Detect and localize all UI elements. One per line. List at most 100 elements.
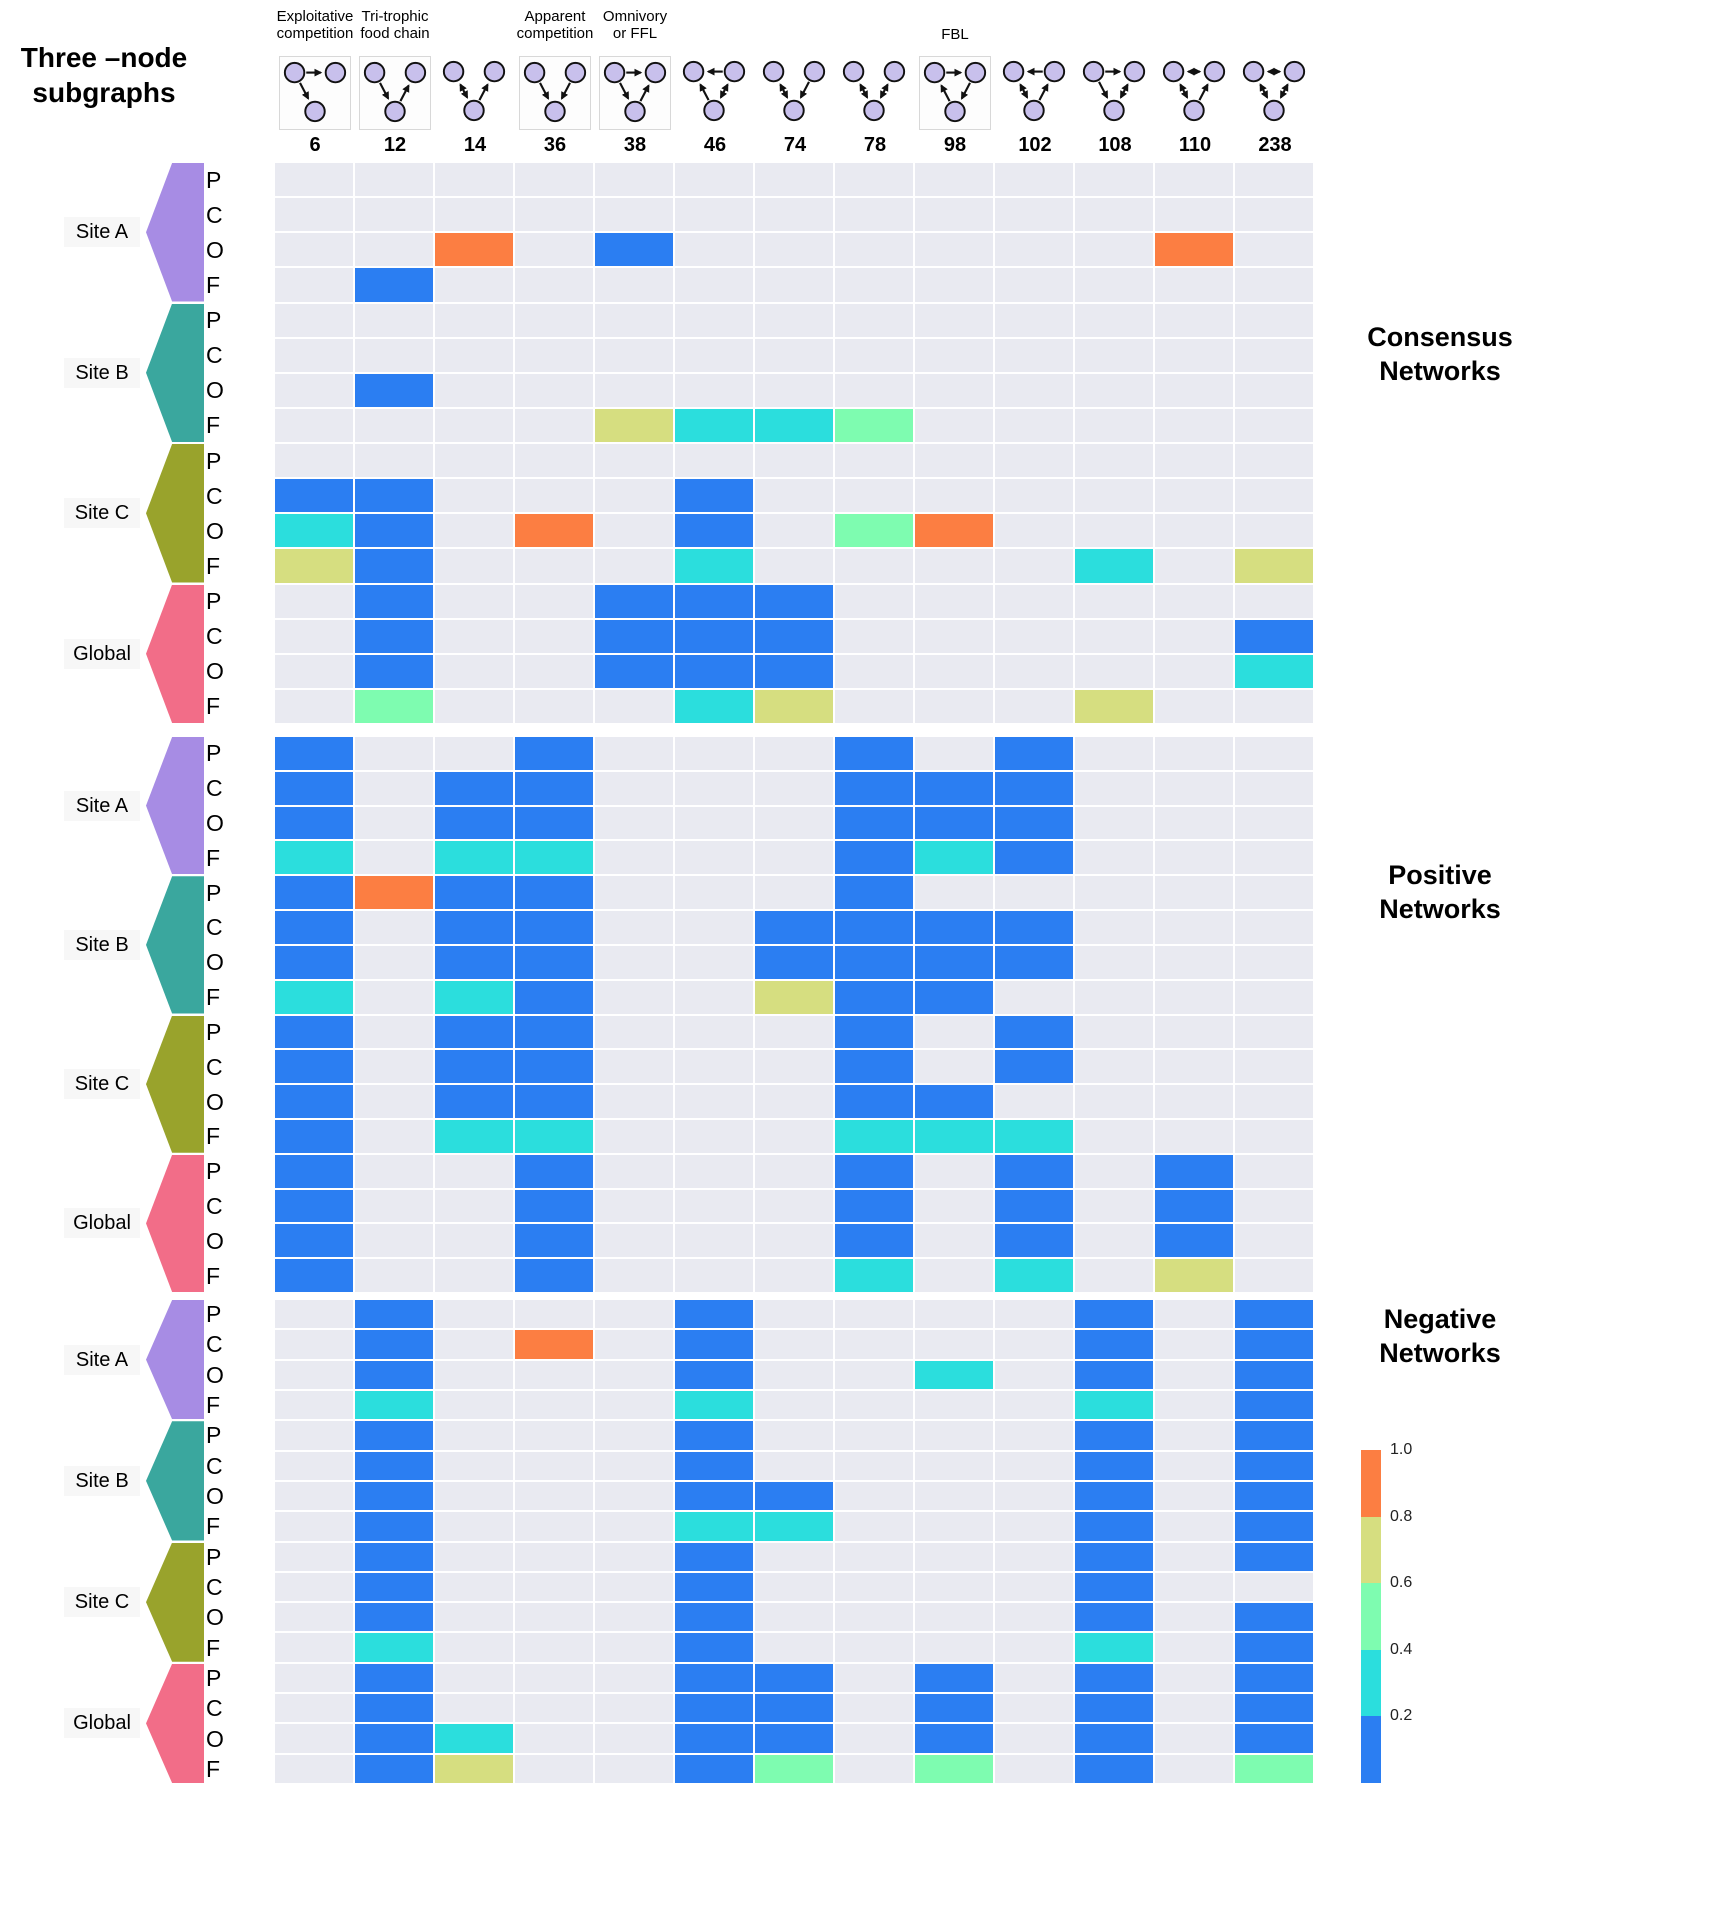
heatmap-cell <box>1155 584 1233 618</box>
heatmap-cell <box>675 1189 753 1223</box>
heatmap-cell <box>1075 1724 1153 1753</box>
heatmap-cell <box>755 980 833 1014</box>
heatmap-cell <box>595 514 673 548</box>
heatmap-cell <box>595 479 673 513</box>
heatmap-cell <box>915 1259 993 1292</box>
heatmap-cell <box>755 806 833 840</box>
column-header-12: 12 <box>383 134 407 156</box>
heatmap-cell <box>1075 1330 1153 1359</box>
heatmap-cell <box>355 1224 433 1258</box>
heatmap-cell <box>515 911 593 944</box>
heatmap-cell <box>1235 373 1313 407</box>
heatmap-cell <box>675 841 753 875</box>
heatmap-cell <box>915 1119 993 1153</box>
motif-108-icon <box>1079 56 1151 130</box>
heatmap-cell <box>1155 1451 1233 1480</box>
heatmap-cell <box>595 549 673 583</box>
heatmap-cell <box>435 841 513 875</box>
heatmap-cell <box>675 1224 753 1258</box>
site-label-site-a: Site A <box>64 790 140 821</box>
legend-segment <box>1361 1450 1381 1517</box>
heatmap-cell <box>275 303 353 337</box>
heatmap-cell <box>995 1421 1073 1450</box>
heatmap-cell <box>275 1224 353 1258</box>
heatmap-cell <box>1075 1603 1153 1632</box>
heatmap-cell <box>275 584 353 618</box>
heatmap-cell <box>275 1015 353 1049</box>
heatmap-cell <box>675 1300 753 1329</box>
site-label-site-a: Site A <box>64 217 140 248</box>
heatmap-cell <box>835 737 913 770</box>
heatmap-cell <box>995 1481 1073 1511</box>
heatmap-cell <box>595 1724 673 1753</box>
heatmap-cell <box>275 373 353 407</box>
column-header-102: 102 <box>1018 134 1052 156</box>
heatmap-cell <box>1075 980 1153 1014</box>
row-label-f: F <box>206 1262 221 1289</box>
heatmap-cell <box>995 1724 1073 1753</box>
heatmap-cell <box>1155 1154 1233 1188</box>
heatmap-cell <box>835 1663 913 1693</box>
row-label-c: C <box>206 1192 223 1219</box>
heatmap-cell <box>1075 1360 1153 1389</box>
heatmap-cell <box>755 1542 833 1571</box>
heatmap-cell <box>595 373 673 407</box>
site-label-site-a: Site A <box>64 1344 140 1375</box>
row-label-f: F <box>206 412 221 439</box>
heatmap-cell <box>435 268 513 302</box>
heatmap-cell <box>675 980 753 1014</box>
heatmap-cell <box>595 444 673 478</box>
heatmap-cell <box>755 1572 833 1602</box>
heatmap-cell <box>595 338 673 372</box>
legend-segment <box>1361 1716 1381 1783</box>
heatmap-cell <box>675 1754 753 1783</box>
row-label-f: F <box>206 693 221 720</box>
heatmap-cell <box>1075 198 1153 232</box>
row-label-p: P <box>206 1664 222 1691</box>
heatmap-cell <box>1235 841 1313 875</box>
heatmap-cell <box>275 338 353 372</box>
heatmap-cell <box>595 1572 673 1602</box>
consensus-heatmap <box>275 163 1313 723</box>
heatmap-cell <box>755 1421 833 1450</box>
heatmap-cell <box>595 584 673 618</box>
row-label-o: O <box>206 517 224 544</box>
motif-98-icon <box>919 56 991 130</box>
heatmap-cell <box>595 408 673 442</box>
heatmap-cell <box>995 945 1073 979</box>
heatmap-cell <box>1155 945 1233 979</box>
heatmap-cell <box>915 980 993 1014</box>
heatmap-cell <box>1155 1572 1233 1602</box>
heatmap-cell <box>275 980 353 1014</box>
heatmap-cell <box>675 1259 753 1292</box>
heatmap-cell <box>915 338 993 372</box>
heatmap-cell <box>595 163 673 197</box>
heatmap-cell <box>1075 408 1153 442</box>
heatmap-cell <box>435 1015 513 1049</box>
heatmap-cell <box>1155 1224 1233 1258</box>
heatmap-cell <box>675 1603 753 1632</box>
heatmap-cell <box>755 1603 833 1632</box>
heatmap-cell <box>275 1481 353 1511</box>
heatmap-cell <box>675 584 753 618</box>
heatmap-cell <box>755 303 833 337</box>
heatmap-cell <box>435 689 513 723</box>
heatmap-cell <box>1075 584 1153 618</box>
heatmap-cell <box>275 1189 353 1223</box>
heatmap-cell <box>995 1085 1073 1118</box>
heatmap-cell <box>1155 1724 1233 1753</box>
heatmap-cell <box>1075 163 1153 197</box>
heatmap-cell <box>275 876 353 910</box>
heatmap-cell <box>995 198 1073 232</box>
heatmap-cell <box>275 1542 353 1571</box>
heatmap-cell <box>435 1421 513 1450</box>
row-label-p: P <box>206 1543 222 1570</box>
motif-group-label: FBL <box>941 26 969 43</box>
heatmap-cell <box>835 911 913 944</box>
heatmap-cell <box>435 584 513 618</box>
heatmap-cell <box>355 1633 433 1662</box>
heatmap-cell <box>595 876 673 910</box>
heatmap-cell <box>1075 1050 1153 1084</box>
heatmap-cell <box>995 1224 1073 1258</box>
heatmap-cell <box>275 549 353 583</box>
